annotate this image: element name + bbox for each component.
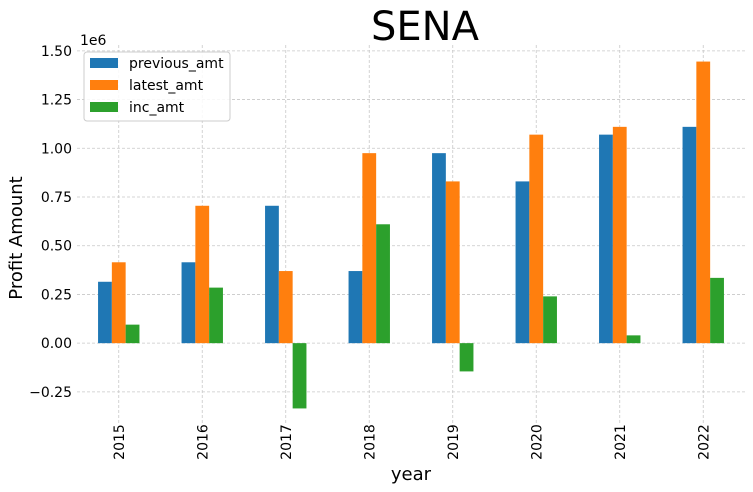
- bar-inc_amt-2021: [626, 335, 641, 344]
- x-tick-label: 2019: [446, 424, 462, 460]
- bar-latest_amt-2018: [362, 153, 377, 344]
- y-tick-label: 1.25: [41, 93, 72, 109]
- y-tick-label: −0.25: [29, 385, 72, 401]
- legend: previous_amt latest_amt inc_amt: [83, 51, 231, 122]
- y-tick-label: 0.50: [41, 239, 72, 255]
- legend-frame: [83, 51, 231, 122]
- legend-swatch-previous_amt: [90, 58, 118, 68]
- y-tick-label: 0.00: [41, 336, 72, 352]
- y-tick-label: 0.75: [41, 190, 72, 206]
- legend-label-inc_amt: inc_amt: [129, 100, 185, 116]
- bar-previous_amt-2018: [348, 271, 363, 344]
- bar-previous_amt-2016: [181, 262, 196, 344]
- bar-latest_amt-2016: [195, 205, 210, 344]
- x-tick-label: 2021: [613, 424, 629, 460]
- bar-inc_amt-2019: [459, 343, 474, 372]
- bar-inc_amt-2017: [292, 343, 307, 409]
- bar-latest_amt-2020: [529, 134, 544, 344]
- bar-inc_amt-2020: [543, 296, 557, 344]
- x-tick-label: 2016: [195, 424, 211, 460]
- x-axis-label: year: [391, 464, 432, 485]
- bar-inc_amt-2022: [710, 277, 724, 344]
- bar-latest_amt-2021: [612, 126, 627, 344]
- x-tick-label: 2015: [112, 424, 128, 460]
- legend-swatch-inc_amt: [90, 102, 118, 112]
- y-tick-label: 1.00: [41, 141, 72, 157]
- x-axis-ticks: 2015 2016 2017 2018 2019 2020 2021 2022: [112, 424, 713, 460]
- x-tick-label: 2018: [362, 424, 378, 460]
- y-axis-ticks: −0.25 0.00 0.25 0.50 0.75 1.00 1.25 1.50: [29, 44, 72, 401]
- bars: [98, 61, 724, 409]
- x-tick-label: 2022: [696, 424, 712, 460]
- bar-inc_amt-2018: [376, 224, 390, 344]
- x-tick-label: 2017: [279, 424, 295, 460]
- bar-inc_amt-2015: [125, 324, 140, 344]
- bar-previous_amt-2022: [682, 126, 697, 344]
- y-tick-label: 1.50: [41, 44, 72, 60]
- legend-swatch-latest_amt: [90, 80, 118, 90]
- bar-previous_amt-2020: [515, 181, 530, 344]
- legend-label-previous_amt: previous_amt: [129, 56, 224, 72]
- legend-label-latest_amt: latest_amt: [129, 78, 204, 94]
- bar-latest_amt-2015: [111, 262, 126, 344]
- y-offset-label: 1e6: [80, 33, 107, 49]
- bar-latest_amt-2022: [696, 61, 711, 344]
- bar-previous_amt-2015: [98, 281, 112, 344]
- y-tick-label: 0.25: [41, 287, 72, 303]
- bar-previous_amt-2021: [599, 134, 613, 344]
- bar-latest_amt-2019: [445, 181, 460, 344]
- chart-title: SENA: [371, 4, 480, 50]
- bar-previous_amt-2019: [432, 153, 446, 344]
- y-axis-label: Profit Amount: [6, 176, 27, 299]
- bar-latest_amt-2017: [278, 271, 293, 344]
- bar-inc_amt-2016: [209, 287, 223, 344]
- bar-previous_amt-2017: [265, 205, 279, 344]
- x-tick-label: 2020: [529, 424, 545, 460]
